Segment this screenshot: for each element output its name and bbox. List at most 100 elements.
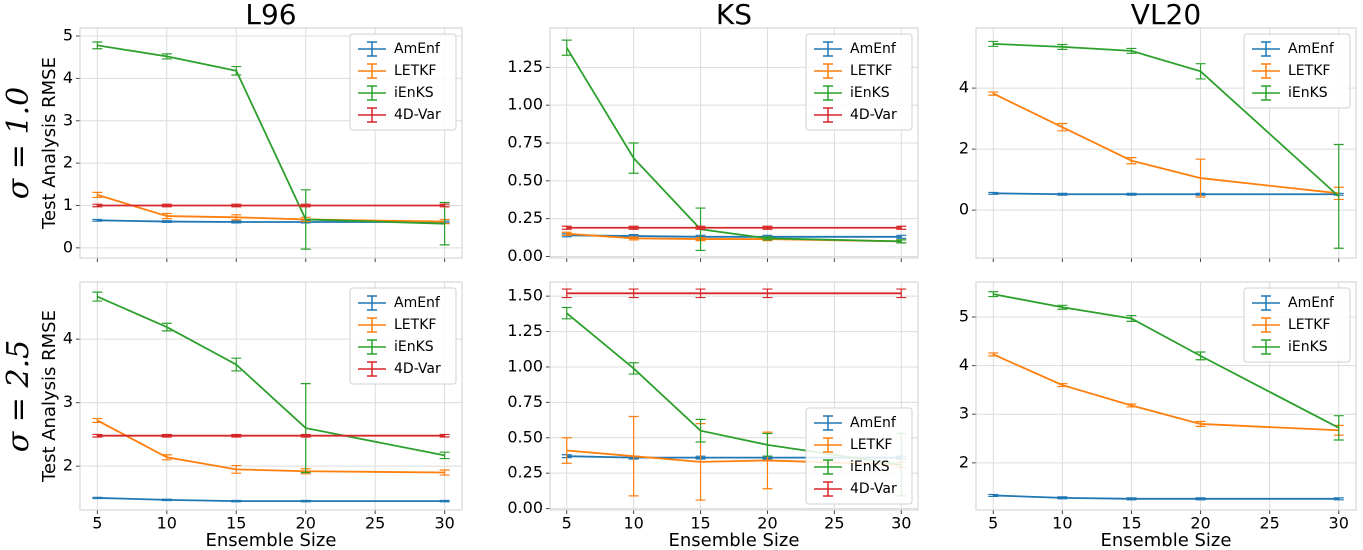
legend-label: AmEnf <box>394 41 441 57</box>
legend-label: LETKF <box>1288 63 1330 79</box>
legend-swatch <box>358 295 386 311</box>
error-bar <box>988 40 999 47</box>
error-bar <box>1195 63 1206 80</box>
error-bar <box>92 496 103 500</box>
legend-swatch <box>814 415 842 431</box>
error-bar <box>92 417 103 423</box>
x-tick-label: 15 <box>690 514 710 533</box>
error-bar <box>1126 497 1137 501</box>
x-tick-label: 5 <box>562 514 572 533</box>
x-tick-label: 10 <box>1052 514 1072 533</box>
error-bar <box>628 288 639 299</box>
legend-label: LETKF <box>850 437 892 453</box>
error-bar <box>231 499 242 503</box>
y-tick-label: 4 <box>959 355 969 374</box>
y-tick-label: 0 <box>959 200 969 219</box>
error-bar <box>231 65 242 76</box>
error-bar <box>1195 497 1206 501</box>
error-bar <box>762 288 773 299</box>
y-tick-label: 0.75 <box>507 392 543 411</box>
error-bar <box>231 464 242 474</box>
error-bar <box>1333 497 1344 501</box>
x-tick-label: 10 <box>623 514 643 533</box>
y-tick-label: 5 <box>63 26 73 45</box>
y-tick-label: 2 <box>959 139 969 158</box>
error-bar <box>896 225 907 230</box>
legend-swatch <box>814 459 842 475</box>
error-bar <box>300 383 311 474</box>
legend: AmEnf LETKF iEnKS <box>1243 33 1351 109</box>
y-tick-label: 4 <box>959 78 969 97</box>
legend-swatch <box>358 107 386 123</box>
x-tick-label: 25 <box>365 514 385 533</box>
y-tick-label: 4 <box>63 68 73 87</box>
y-tick-label: 0 <box>63 237 73 256</box>
error-bar <box>762 236 773 241</box>
y-tick-label: 2 <box>959 452 969 471</box>
legend-swatch <box>814 41 842 57</box>
error-bar <box>896 239 907 244</box>
error-bar <box>1333 415 1344 441</box>
x-tick-label: 25 <box>1259 514 1279 533</box>
legend-label: LETKF <box>394 317 436 333</box>
y-axis-label: Test Analysis RMSE <box>39 310 60 483</box>
y-tick-label: 0.00 <box>507 498 543 517</box>
legend-box <box>805 33 913 131</box>
legend-box <box>1243 33 1351 109</box>
error-bar <box>300 433 311 438</box>
legend-label: iEnKS <box>1288 339 1328 355</box>
error-bar <box>92 41 103 50</box>
legend-label: AmEnf <box>394 295 441 311</box>
legend-label: AmEnf <box>1288 41 1335 57</box>
row-label: σ = 2.5 <box>1 340 36 452</box>
legend-label: LETKF <box>1288 317 1330 333</box>
y-tick-label: 0.50 <box>507 170 543 189</box>
y-tick-label: 0.75 <box>507 133 543 152</box>
x-axis-label: Ensemble Size <box>206 530 337 550</box>
plot-frame <box>79 281 463 511</box>
error-bar <box>628 415 639 497</box>
y-tick-label: 4 <box>63 329 73 348</box>
error-bar <box>695 288 706 299</box>
legend-label: iEnKS <box>394 85 434 101</box>
y-tick-label: 0.00 <box>507 246 543 265</box>
x-tick-label: 20 <box>296 514 316 533</box>
y-tick-label: 0.25 <box>507 208 543 227</box>
y-tick-label: 1.00 <box>507 95 543 114</box>
x-axis-label: Ensemble Size <box>669 530 800 550</box>
legend-label: iEnKS <box>850 459 890 475</box>
legend-swatch <box>358 63 386 79</box>
error-bar <box>695 418 706 443</box>
error-bar <box>231 433 242 438</box>
error-bar <box>1126 157 1137 165</box>
error-bar <box>1126 314 1137 322</box>
legend-label: iEnKS <box>1288 85 1328 101</box>
y-tick-label: 1.50 <box>507 286 543 305</box>
legend-swatch <box>358 339 386 355</box>
legend-swatch <box>1252 41 1280 57</box>
error-bar <box>896 234 907 239</box>
y-tick-label: 2 <box>63 153 73 172</box>
series-line <box>97 497 445 503</box>
error-bar <box>300 189 311 250</box>
legend-label: LETKF <box>394 63 436 79</box>
y-tick-label: 0.25 <box>507 463 543 482</box>
error-bar <box>231 203 242 208</box>
error-bar <box>161 220 172 224</box>
legend-swatch <box>814 63 842 79</box>
subplot: 5 10 15 20 25 30 2 3 4 Ensemble Size Test Analysis… <box>1 281 463 550</box>
x-tick-label: 15 <box>226 514 246 533</box>
series-line <box>992 92 1339 195</box>
plot-frame <box>549 281 919 511</box>
y-tick-label: 3 <box>63 392 73 411</box>
error-bar <box>896 288 907 299</box>
error-bar <box>1195 420 1206 427</box>
plot-frame <box>79 27 463 259</box>
legend: AmEnf LETKF iEnKS 4D-Var <box>805 407 913 505</box>
error-bar <box>439 203 450 208</box>
y-tick-label: 1 <box>63 195 73 214</box>
legend: AmEnf LETKF iEnKS 4D-Var <box>349 287 457 385</box>
error-bar <box>300 499 311 503</box>
error-bar <box>161 53 172 60</box>
